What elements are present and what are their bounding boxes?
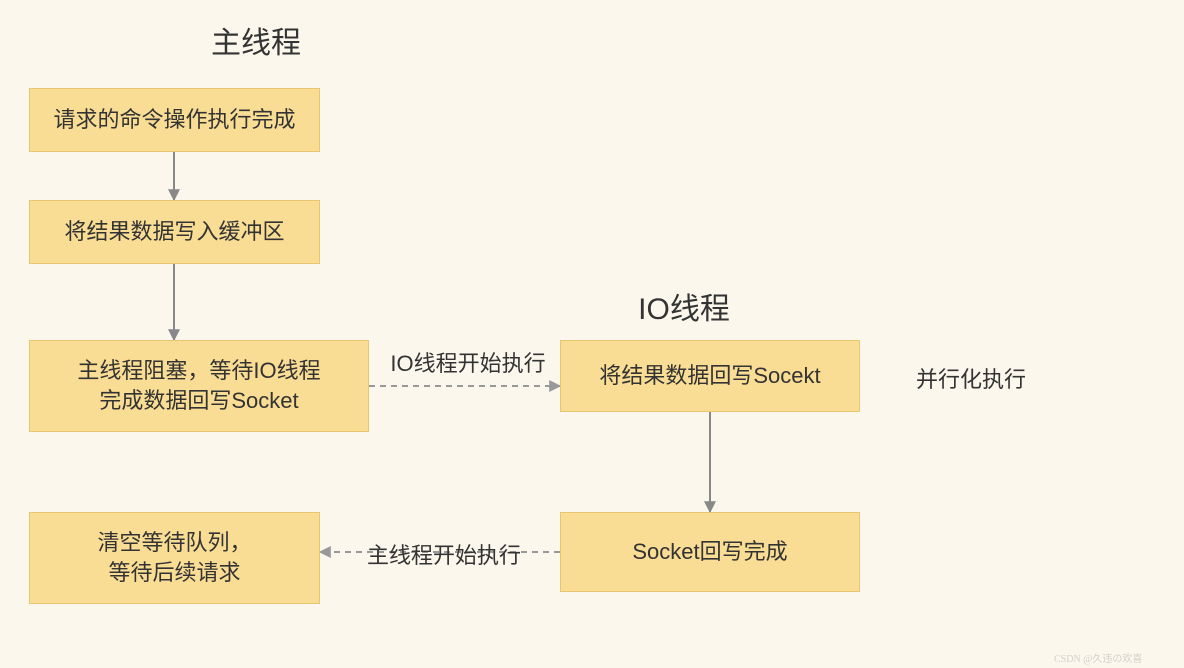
node-write-socket: 将结果数据回写Socekt (560, 340, 860, 412)
watermark: CSDN @久违の欢喜 (1054, 650, 1142, 665)
edge-label-main-start: 主线程开始执行 (354, 538, 534, 570)
flowchart-canvas: 主线程 IO线程 请求的命令操作执行完成 将结果数据写入缓冲区 主线程阻塞，等待… (0, 0, 1184, 668)
node-main-blocked: 主线程阻塞，等待IO线程 完成数据回写Socket (29, 340, 369, 432)
edge-label-io-start: IO线程开始执行 (378, 346, 558, 378)
header-io-thread: IO线程 (624, 284, 744, 328)
node-socket-done: Socket回写完成 (560, 512, 860, 592)
edge-label-parallel: 并行化执行 (896, 362, 1046, 394)
node-write-buffer: 将结果数据写入缓冲区 (29, 200, 320, 264)
node-clear-queue: 清空等待队列， 等待后续请求 (29, 512, 320, 604)
header-main-thread: 主线程 (196, 18, 316, 62)
node-request-complete: 请求的命令操作执行完成 (29, 88, 320, 152)
